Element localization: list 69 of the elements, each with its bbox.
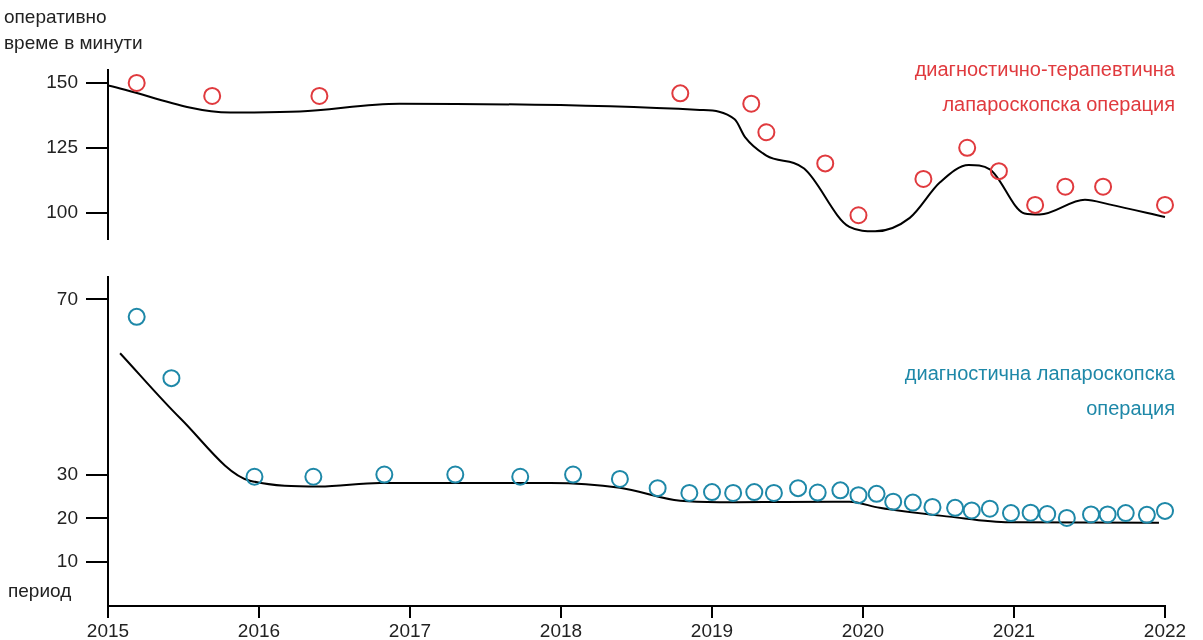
point [703,483,721,502]
point [867,484,886,503]
point [946,498,965,517]
point [511,467,530,486]
point [989,162,1008,181]
point [446,465,465,484]
point [831,481,850,500]
x-tick-label: 2018 [539,619,583,640]
x-tick-label: 2017 [388,619,432,640]
point [671,84,690,103]
point [1156,501,1174,520]
x-axis-title: период [8,579,72,603]
y-tick-label: 30 [56,462,78,484]
point [1116,504,1135,523]
point [789,479,808,498]
point [914,169,933,188]
x-tick-label: 2016 [237,619,281,640]
point [764,483,783,502]
point [1082,505,1101,524]
point [808,483,827,502]
x-tick-label: 2015 [86,619,130,640]
text: диагностична лапароскопска операция [904,361,1176,419]
point [980,499,999,518]
point [648,479,667,498]
point [564,465,583,484]
point [1001,504,1020,523]
point [127,73,146,92]
point [1038,504,1057,523]
point [162,369,181,388]
point [1056,177,1075,196]
x-tick-label: 2022 [1143,619,1187,640]
y-tick-label: 125 [46,136,78,158]
point [849,206,868,225]
point [849,486,868,505]
x-tick-label: 2019 [690,619,734,640]
point [1137,505,1156,524]
point [1026,195,1045,214]
point [757,123,776,142]
y-tick-label: 20 [56,506,78,528]
y-tick-label: 100 [46,200,78,222]
point [127,307,146,326]
point [745,483,764,502]
point [203,86,222,105]
y-tick-label: 10 [56,550,78,572]
point [245,467,264,486]
y-tick-label: 150 [46,71,78,93]
point [903,493,922,512]
x-tick-label: 2021 [992,619,1036,640]
point [680,483,699,502]
point [962,501,981,520]
point [304,467,323,486]
point [610,469,629,488]
point [742,94,761,113]
point [1156,195,1174,214]
x-tick-label: 2020 [841,619,885,640]
point [958,138,977,157]
point [1094,177,1113,196]
point [724,483,743,502]
point [816,154,835,173]
text: диагностично-терапевтична лапароскопска операция [914,57,1176,115]
point [923,497,942,516]
y-tick-label: 70 [56,287,78,309]
point [375,465,394,484]
y-axis-title: оперативно време в минути [4,5,144,55]
point [1057,508,1076,527]
point [310,86,329,105]
point [1021,503,1040,522]
point [884,492,903,511]
point [1098,505,1117,524]
